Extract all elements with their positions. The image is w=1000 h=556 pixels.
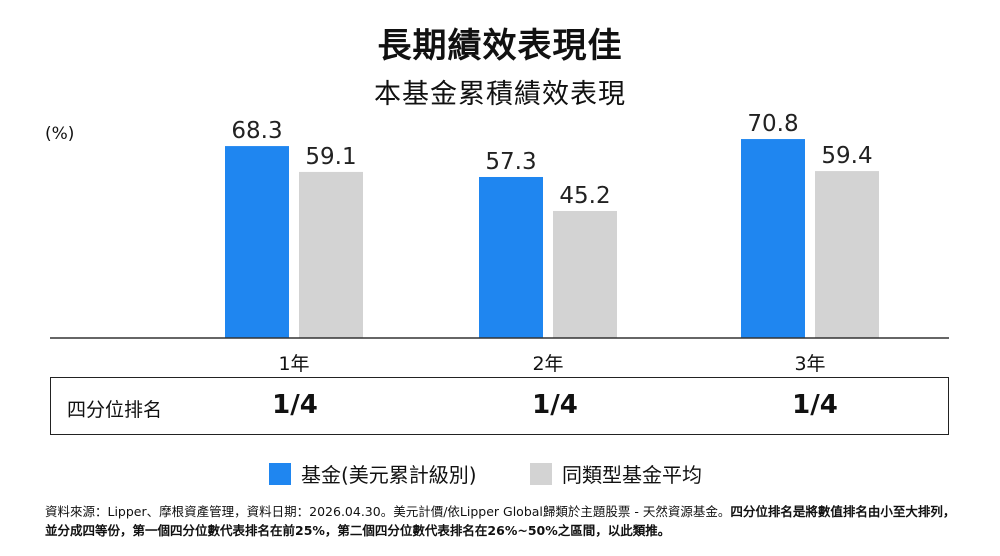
x-tick-label-3: 3年 — [794, 353, 825, 375]
chart-subtitle: 本基金累積績效表現 — [374, 79, 626, 110]
x-tick-label-2: 2年 — [532, 353, 563, 375]
quartile-ranking-3y: 1/4 — [792, 390, 838, 420]
legend-swatch-fund — [269, 462, 291, 485]
legend-item-peer: 同類型基金平均 — [530, 459, 702, 488]
bar-fund-3 — [741, 139, 805, 338]
quartile-ranking-table: 四分位排名 1/4 1/4 1/4 — [50, 377, 949, 435]
bar-peer-1 — [299, 171, 363, 338]
quartile-ranking-2y: 1/4 — [532, 390, 578, 420]
data-label-fund-1: 68.3 — [231, 118, 282, 144]
legend-label-peer: 同類型基金平均 — [562, 463, 702, 487]
bar-peer-2 — [553, 210, 617, 338]
footnote-ranking-note: 四分位排名是將數值排名由小至大排列，並分成四等份，第一個四分位數代表排名在前25… — [45, 504, 956, 538]
legend-swatch-peer — [530, 462, 552, 485]
x-tick-label-1: 1年 — [278, 353, 309, 375]
legend-item-fund: 基金(美元累計級別) — [269, 459, 477, 488]
data-label-fund-2: 57.3 — [485, 149, 536, 175]
footnote-source: 資料來源：Lipper、摩根資產管理，資料日期：2026.04.30。美元計價/… — [45, 504, 731, 519]
data-label-fund-3: 70.8 — [747, 111, 798, 137]
chart-title: 長期績效表現佳 — [377, 26, 623, 66]
bar-chart: 68.3 59.1 1年 57.3 45.2 2年 70.8 59.4 3年 — [50, 111, 949, 375]
y-unit-label: (%) — [45, 124, 75, 144]
bar-peer-3 — [815, 171, 879, 338]
legend-label-fund: 基金(美元累計級別) — [301, 463, 477, 487]
quartile-ranking-label: 四分位排名 — [67, 399, 163, 421]
source-footnote: 資料來源：Lipper、摩根資產管理，資料日期：2026.04.30。美元計價/… — [45, 502, 960, 540]
quartile-ranking-1y: 1/4 — [272, 390, 318, 420]
bar-fund-1 — [225, 146, 289, 338]
data-label-peer-2: 45.2 — [559, 183, 610, 209]
bar-fund-2 — [479, 176, 543, 338]
chart-legend: 基金(美元累計級別) 同類型基金平均 — [0, 459, 1000, 488]
data-label-peer-1: 59.1 — [305, 144, 356, 170]
data-label-peer-3: 59.4 — [821, 143, 872, 169]
